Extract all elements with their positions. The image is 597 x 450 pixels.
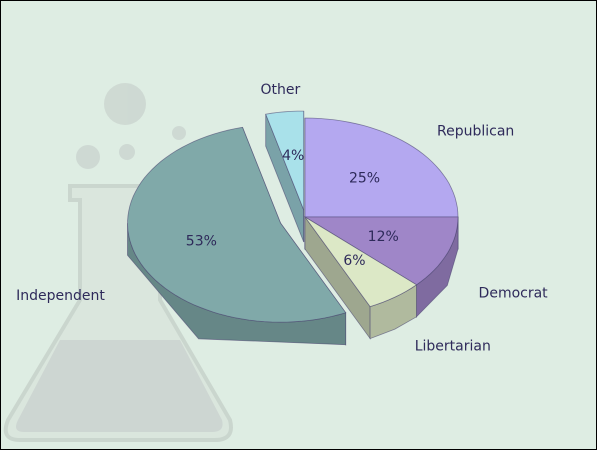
category-label: Libertarian	[415, 339, 491, 355]
bubble	[104, 83, 146, 125]
category-label: Other	[260, 82, 300, 98]
category-label: Republican	[437, 124, 514, 140]
flask-liquid	[16, 340, 223, 432]
category-label: Independent	[16, 288, 105, 304]
slice	[304, 216, 418, 308]
data-label: 12%	[368, 229, 399, 245]
bubble	[76, 145, 100, 169]
slice	[303, 216, 459, 286]
bubble	[119, 144, 135, 160]
slice	[304, 117, 459, 218]
data-label: 53%	[186, 234, 217, 250]
slice	[127, 126, 347, 323]
flask-decoration	[3, 83, 233, 442]
data-label: 25%	[349, 170, 380, 186]
data-label: 6%	[343, 253, 365, 269]
data-label: 4%	[282, 148, 304, 164]
slice	[265, 110, 305, 211]
bubble	[172, 126, 186, 140]
category-label: Democrat	[479, 285, 549, 301]
